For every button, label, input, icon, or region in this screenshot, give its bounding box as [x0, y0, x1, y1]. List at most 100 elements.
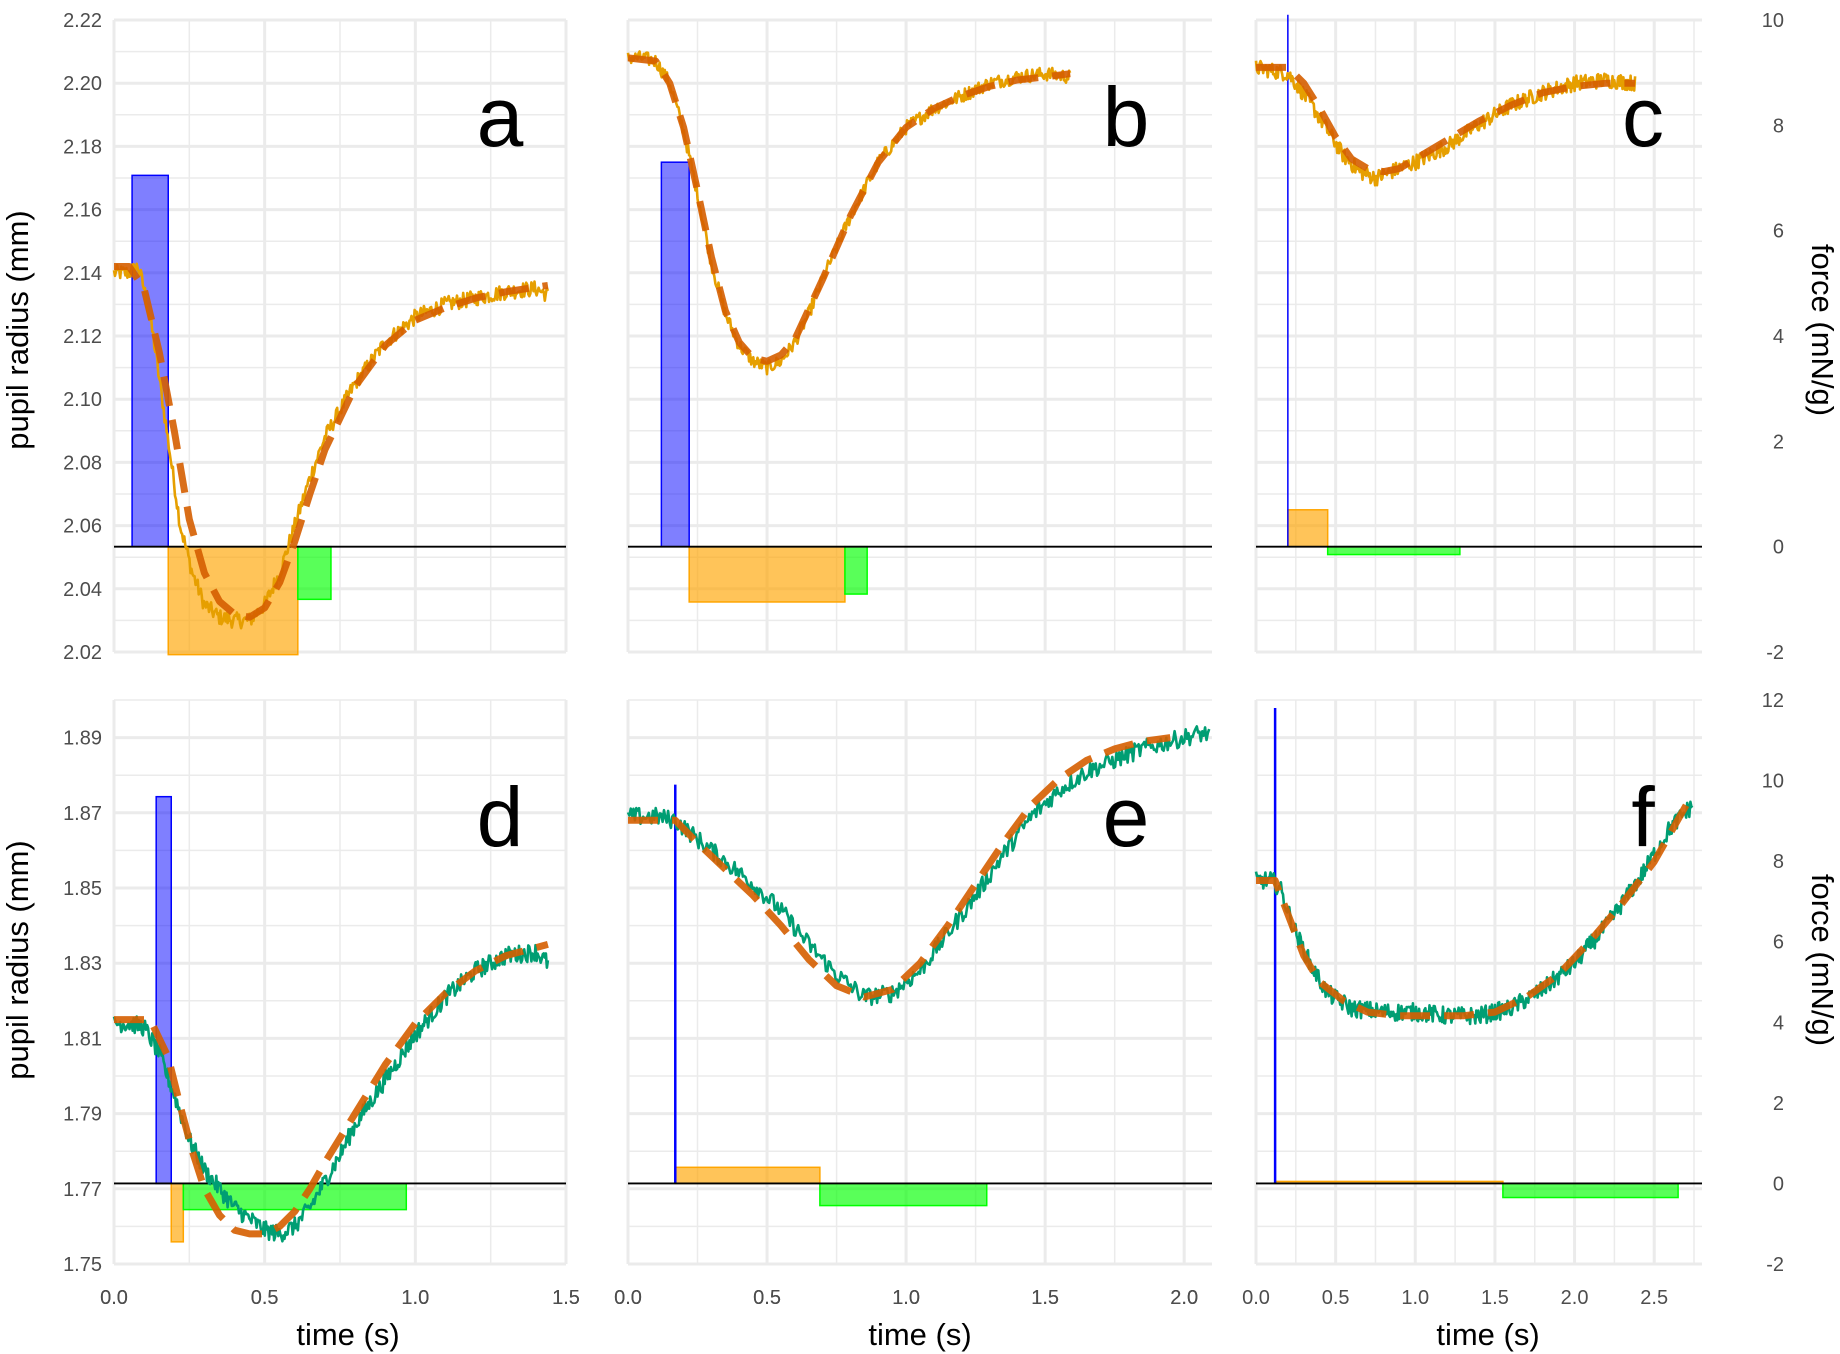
x-tick-label: 0.0 [614, 1287, 642, 1309]
y-tick-label: 1.83 [63, 953, 102, 975]
x-tick-label: 2.0 [1561, 1287, 1589, 1309]
x-tick-label: 1.0 [401, 1287, 429, 1309]
y-tick-label: 2.14 [63, 263, 102, 285]
y-tick-label: 1.87 [63, 803, 102, 825]
x-tick-label: 0.0 [100, 1287, 128, 1309]
y-tick-label: 1.79 [63, 1104, 102, 1126]
model-fit-line [1256, 63, 1636, 176]
x-tick-label: 1.0 [1401, 1287, 1429, 1309]
model-fit-line [628, 734, 1171, 1001]
pupil-trace [112, 262, 550, 630]
force-tick-label: 10 [1762, 10, 1784, 32]
force-tick-label: 8 [1773, 115, 1784, 137]
x-tick-label: 1.5 [552, 1287, 580, 1309]
y-tick-label: 2.20 [63, 73, 102, 95]
panel-b: 0.0 0.5 1.0 1.5 2.0 b [614, 18, 1212, 1309]
force-tick-label: 6 [1773, 932, 1784, 954]
force-bar-orange [1287, 509, 1329, 548]
pupil-trace [1254, 800, 1694, 1026]
panels: 2.022.042.062.082.102.122.142.162.182.20… [63, 10, 1784, 1309]
y-tick-label: 1.89 [63, 728, 102, 750]
x-tick-label: 2.5 [1640, 1287, 1668, 1309]
gridlines [1254, 699, 1702, 1266]
y-tick-label: 2.08 [63, 452, 102, 474]
force-tick-label: 4 [1773, 326, 1784, 348]
panel-letter: c [1622, 70, 1664, 164]
x-tick-label: 2.0 [1170, 1287, 1198, 1309]
force-bar-green [297, 545, 332, 601]
y-tick-label: 2.02 [63, 642, 102, 664]
x-tick-label: 0.5 [251, 1287, 279, 1309]
force-bar-green [1326, 545, 1461, 556]
x-tick-label: 0.0 [100, 1287, 128, 1309]
pupil-trace [626, 725, 1211, 1007]
y-tick-label: 2.12 [63, 326, 102, 348]
x-tick-label: 1.0 [401, 1287, 429, 1309]
xlabel-left: time (s) [296, 1317, 399, 1352]
force-bar-blue [660, 161, 690, 548]
model-fit-line [114, 941, 549, 1238]
y-tick-label: 2.04 [63, 579, 102, 601]
x-tick-label: 0.5 [1322, 1287, 1350, 1309]
pupil-trace [1254, 59, 1637, 187]
x-tick-label: 0.5 [753, 1287, 781, 1309]
xlabel-middle: time (s) [868, 1317, 971, 1352]
force-tick-label: -2 [1766, 1254, 1784, 1276]
force-bar-green [844, 545, 868, 595]
x-tick-label: 1.5 [1031, 1287, 1059, 1309]
x-tick-label: 1.0 [892, 1287, 920, 1309]
panel-d: 1.75 1.77 1.79 1.81 1.83 1.85 1.87 1.89 0.0 0.5 1.… [63, 699, 580, 1309]
x-tick-label: 1.5 [552, 1287, 580, 1309]
y-tick-label: 1.81 [63, 1028, 102, 1050]
force-tick-label: 2 [1773, 1093, 1784, 1115]
panel-c: -2 0 2 4 6 8 10 c [1254, 10, 1784, 664]
model-fit-line [627, 54, 1071, 365]
y-tick-label: 1.75 [63, 1254, 102, 1276]
model-fit-line [114, 263, 549, 621]
model-fit-line [1256, 803, 1690, 1020]
y-tick-label: 2.10 [63, 389, 102, 411]
force-bar-green [819, 1182, 988, 1207]
panel-e: 0.0 0.5 1.0 1.5 2.0 e [614, 699, 1212, 1309]
x-tick-label: 1.0 [892, 1287, 920, 1309]
panel-letter: e [1103, 770, 1150, 864]
x-tick-label: 1.5 [1031, 1287, 1059, 1309]
force-bar-orange [688, 545, 846, 603]
panel-letter: f [1631, 770, 1655, 864]
y-tick-label: 2.18 [63, 136, 102, 158]
y-tick-label: 1.77 [63, 1179, 102, 1201]
ylabel-left-bottom: pupil radius (mm) [0, 840, 35, 1079]
x-tick-label: 0.0 [614, 1287, 642, 1309]
force-tick-label: -2 [1766, 642, 1784, 664]
xlabel-right: time (s) [1436, 1317, 1539, 1352]
force-bar-blue [155, 795, 173, 1185]
force-bar-green [1502, 1182, 1679, 1199]
force-bar-orange [167, 545, 299, 656]
panel-a: 2.02 2.04 2.06 2.08 2.10 2.12 2.14 2.16 2.18 2.20… [63, 10, 580, 1309]
force-tick-label: 0 [1773, 1173, 1784, 1195]
ylabel-left-top: pupil radius (mm) [0, 210, 35, 449]
panel-letter: d [477, 770, 524, 864]
x-tick-label: 0.0 [1242, 1287, 1270, 1309]
force-tick-label: 0 [1773, 537, 1784, 559]
force-bar-orange [674, 1166, 821, 1185]
panel-letter: a [477, 70, 524, 164]
force-tick-label: 6 [1773, 221, 1784, 243]
x-tick-label: 0.5 [251, 1287, 279, 1309]
ylabel-right-top: force (mN/g) [1805, 244, 1840, 416]
y-tick-label: 2.06 [63, 516, 102, 538]
panel-f: -2 0 2 4 6 8 10 12 0.0 0.5 1.0 1.5 2.0 2.5 f [1242, 690, 1784, 1309]
ylabel-right-bottom: force (mN/g) [1805, 874, 1840, 1046]
panel-letter: b [1103, 70, 1150, 164]
y-tick-label: 2.16 [63, 200, 102, 222]
y-tick-label: 2.22 [63, 10, 102, 32]
x-tick-label: 1.5 [1481, 1287, 1509, 1309]
force-tick-label: 10 [1762, 771, 1784, 793]
force-tick-label: 12 [1762, 690, 1784, 712]
force-tick-label: 2 [1773, 431, 1784, 453]
x-tick-label: 0.5 [753, 1287, 781, 1309]
force-tick-label: 8 [1773, 851, 1784, 873]
x-tick-label: 2.0 [1170, 1287, 1198, 1309]
